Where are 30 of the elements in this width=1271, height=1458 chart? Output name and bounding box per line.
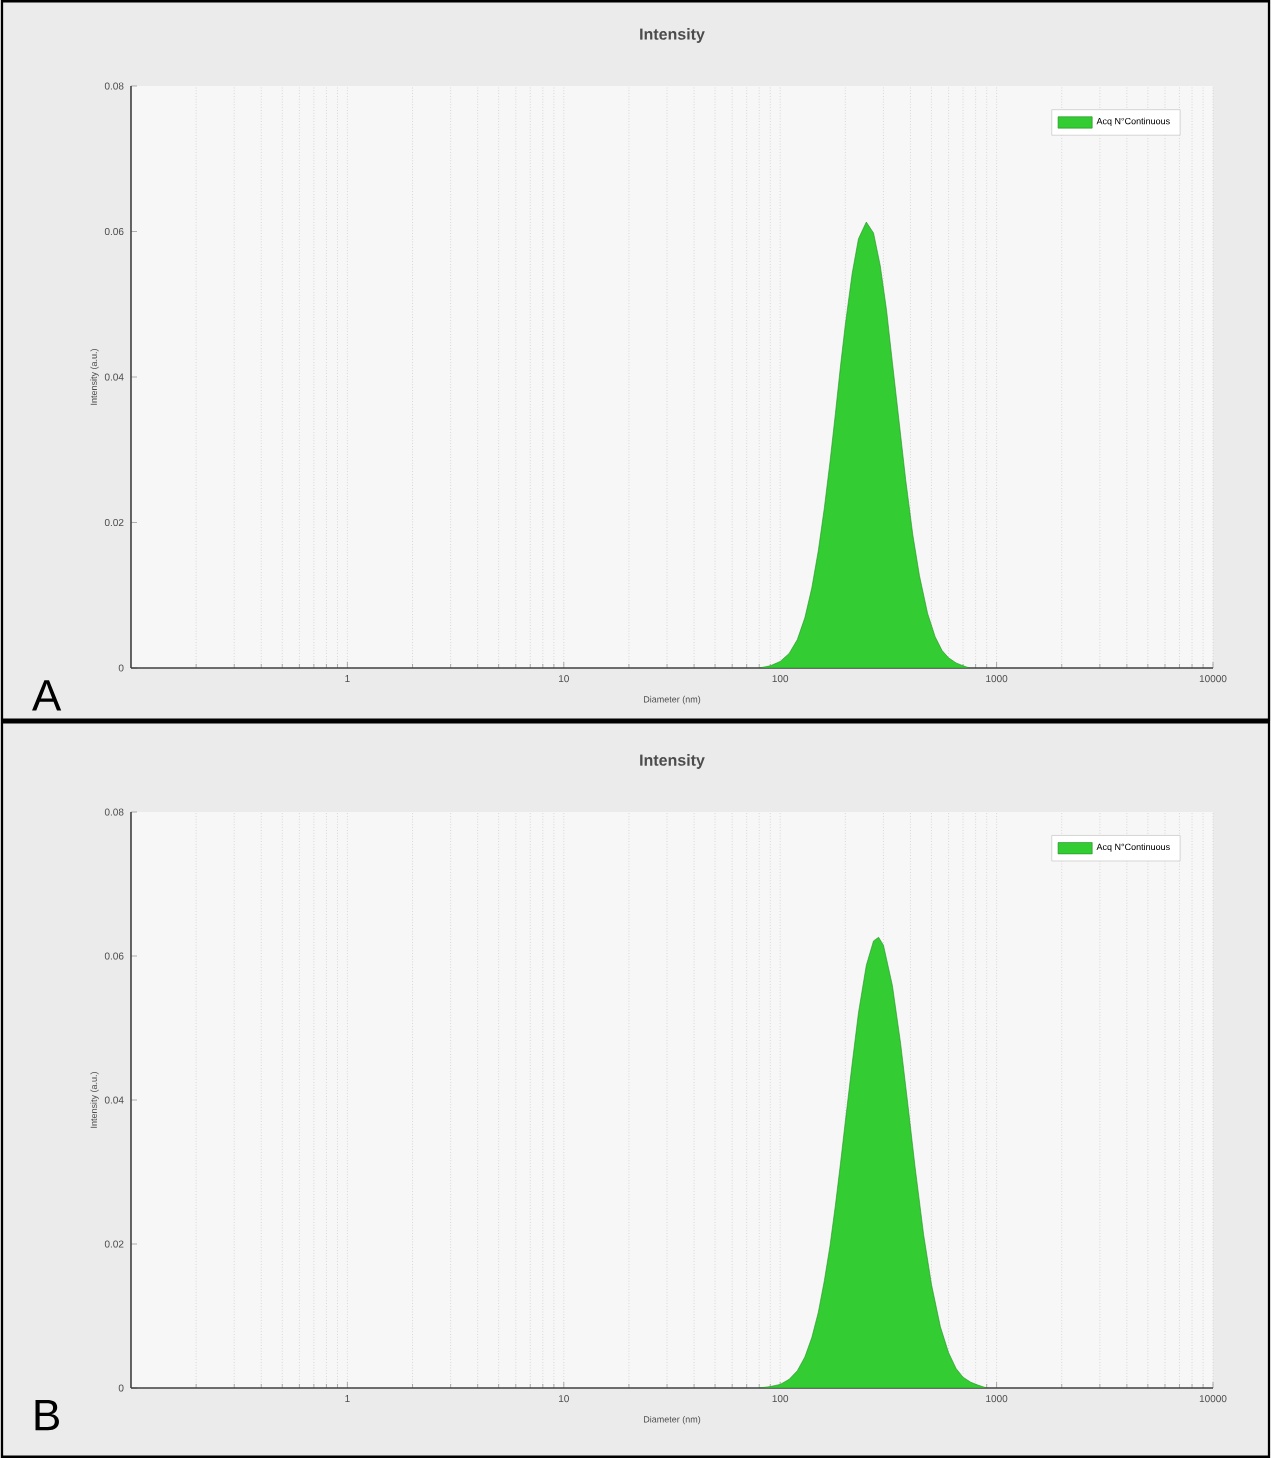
- x-tick-label: 100: [772, 1395, 789, 1403]
- x-tick-label: 10000: [1199, 675, 1227, 683]
- x-tick-label: 10000: [1199, 1395, 1227, 1403]
- y-axis-title: Intensity (a.u.): [90, 1072, 99, 1128]
- y-tick-label: 0.08: [104, 82, 124, 90]
- text: A: [32, 680, 62, 711]
- y-axis-title: Intensity (a.u.): [90, 349, 99, 405]
- x-tick-label: 1: [345, 1395, 350, 1402]
- x-tick-label: 1000: [986, 1395, 1008, 1403]
- y-tick-label: 0.06: [104, 227, 124, 236]
- y-tick-label: 0: [118, 1384, 124, 1392]
- x-tick-label: 1: [345, 675, 350, 682]
- x-axis-title: Diameter (nm): [643, 1415, 701, 1425]
- x-tick-label: 10: [558, 1395, 569, 1403]
- y-tick-label: 0.06: [104, 952, 124, 960]
- y-tick-label: 0.04: [104, 373, 124, 381]
- x-tick-label: 100: [772, 675, 789, 683]
- y-tick-label: 0.08: [104, 808, 124, 816]
- x-axis-title: Diameter (nm): [643, 695, 701, 705]
- y-tick-label: 0.02: [104, 1240, 124, 1248]
- text: B: [35, 1399, 59, 1431]
- chart-title: Intensity: [640, 28, 705, 43]
- y-tick-label: 0: [118, 664, 124, 672]
- chart-title: Intensity: [640, 754, 705, 769]
- legend-label: Acq N°Continuous: [1096, 117, 1170, 127]
- y-tick-label: 0.02: [104, 518, 124, 527]
- legend-label: Acq N°Continuous: [1096, 843, 1170, 852]
- x-tick-label: 1000: [986, 675, 1008, 683]
- y-tick-label: 0.04: [104, 1096, 124, 1104]
- x-tick-label: 10: [558, 675, 569, 683]
